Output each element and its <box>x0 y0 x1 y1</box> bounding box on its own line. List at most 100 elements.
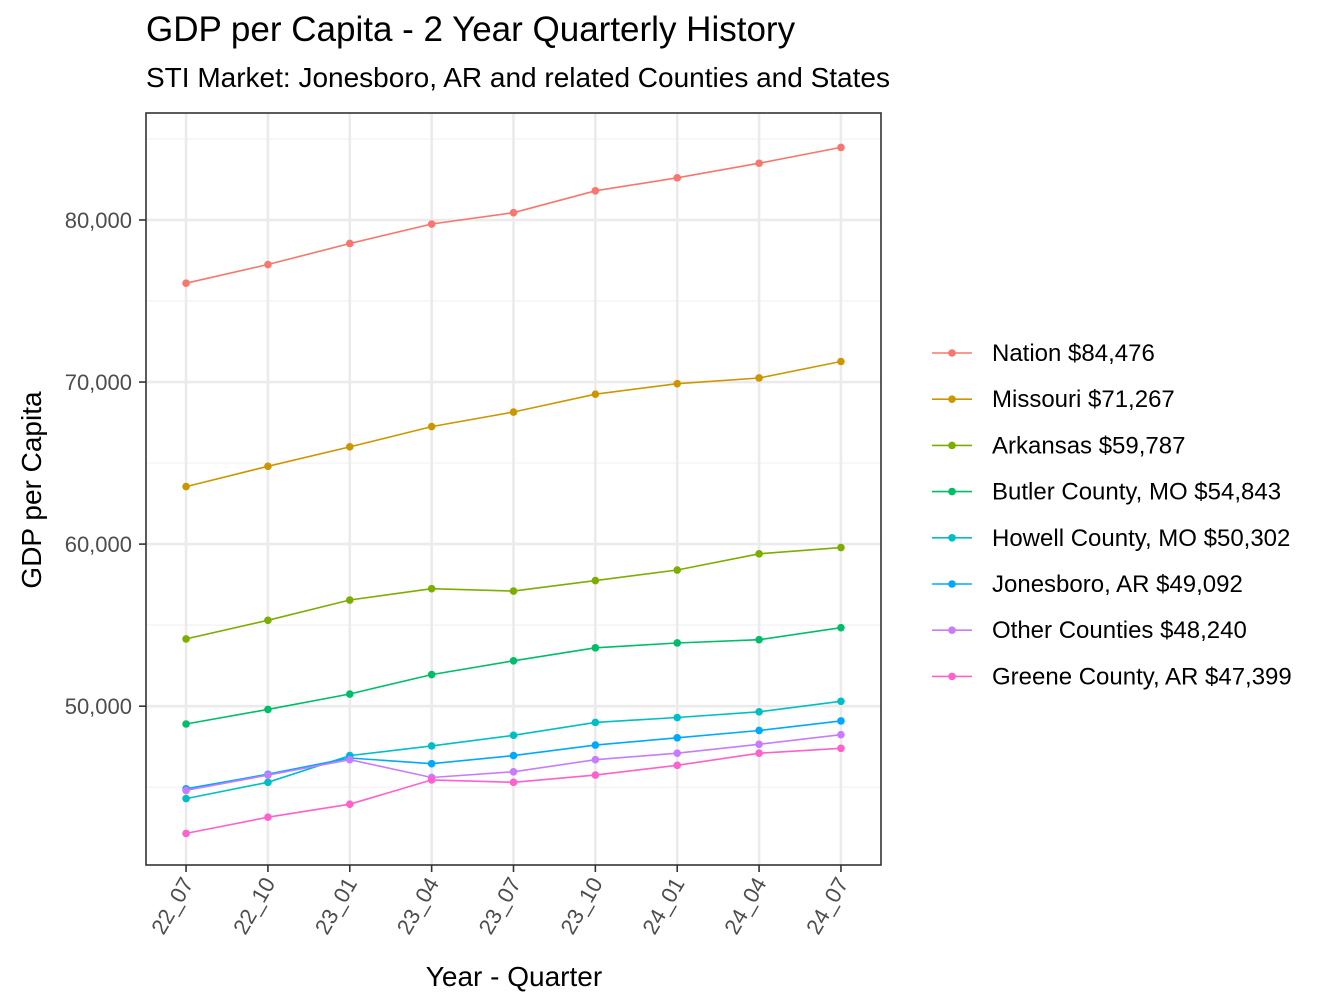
data-point <box>837 143 845 152</box>
data-point <box>427 759 436 768</box>
data-point <box>673 379 682 388</box>
data-point <box>182 786 190 795</box>
data-point <box>264 778 272 787</box>
data-point <box>182 794 190 803</box>
data-point <box>837 357 845 366</box>
y-tick-label: 80,000 <box>65 208 132 233</box>
x-tick-label: 23_07 <box>474 873 526 938</box>
x-tick-label: 22_10 <box>228 873 280 938</box>
data-point <box>427 776 436 784</box>
data-point <box>837 543 845 552</box>
data-point <box>509 408 518 416</box>
x-axis-ticks: 22_07 22_10 23_01 23_04 23_07 23_10 24_01 24_04… <box>146 865 853 938</box>
data-point <box>673 566 682 574</box>
y-axis-ticks: 50,000 60,000 70,000 80,000 <box>65 208 146 719</box>
data-point <box>509 656 518 665</box>
legend-entry-label: Other Counties $48,240 <box>992 617 1247 644</box>
data-point <box>755 749 763 757</box>
data-point <box>591 755 600 764</box>
x-tick-label: 22_07 <box>146 873 198 938</box>
x-tick-label: 23_04 <box>392 873 444 938</box>
legend-key-point <box>948 534 956 542</box>
major-gridlines <box>146 113 881 865</box>
legend-entry-label: Butler County, MO $54,843 <box>992 479 1281 506</box>
data-point <box>673 713 682 722</box>
data-point <box>837 623 845 632</box>
data-point <box>509 778 518 787</box>
data-point <box>509 768 518 776</box>
data-point <box>673 749 682 757</box>
data-point <box>591 576 600 585</box>
x-axis-title: Year - Quarter <box>426 961 602 992</box>
data-point <box>427 742 436 750</box>
data-point <box>755 635 763 644</box>
data-point <box>591 186 600 195</box>
data-point <box>264 260 272 269</box>
data-point <box>673 733 682 742</box>
legend-key-point <box>948 441 956 450</box>
chart-subtitle: STI Market: Jonesboro, AR and related Co… <box>146 62 890 93</box>
data-point <box>264 616 272 625</box>
x-tick-label: 24_04 <box>719 873 771 938</box>
data-point <box>182 279 190 287</box>
y-axis-title: GDP per Capita <box>16 391 47 589</box>
legend-entry-label: Greene County, AR $47,399 <box>992 663 1292 690</box>
data-point <box>427 584 436 593</box>
data-point <box>427 220 436 228</box>
data-point <box>345 800 354 809</box>
data-point <box>755 550 763 558</box>
data-point <box>837 697 845 706</box>
legend-entry-label: Missouri $71,267 <box>992 386 1175 413</box>
legend-key-point <box>948 349 956 357</box>
data-point <box>591 771 600 779</box>
legend-entry-label: Nation $84,476 <box>992 340 1155 367</box>
data-point <box>182 720 190 728</box>
data-point <box>345 755 354 764</box>
chart-title: GDP per Capita - 2 Year Quarterly Histor… <box>146 10 796 49</box>
data-point <box>264 771 272 779</box>
legend-key-point <box>948 580 956 588</box>
data-point <box>509 587 518 595</box>
data-point <box>755 726 763 735</box>
data-point <box>264 462 272 471</box>
data-point <box>345 596 354 604</box>
x-tick-label: 24_01 <box>637 873 689 938</box>
legend-key-point <box>948 672 956 681</box>
legend-entry-label: Jonesboro, AR $49,092 <box>992 571 1243 598</box>
data-point <box>509 208 518 217</box>
legend-entry-label: Howell County, MO $50,302 <box>992 525 1290 552</box>
data-point <box>182 482 190 491</box>
data-point <box>345 690 354 698</box>
data-point <box>755 374 763 382</box>
data-point <box>182 635 190 643</box>
data-point <box>673 761 682 770</box>
data-point <box>755 740 763 749</box>
legend-entry-label: Arkansas $59,787 <box>992 432 1185 459</box>
data-point <box>673 639 682 647</box>
data-point <box>509 731 518 740</box>
data-point <box>837 717 845 725</box>
legend: Nation $84,476 Missouri $71,267 Arkansas $… <box>932 340 1292 690</box>
data-point <box>673 174 682 182</box>
data-point <box>345 443 354 451</box>
data-point <box>755 708 763 716</box>
y-tick-label: 60,000 <box>65 532 132 557</box>
legend-key-point <box>948 487 956 496</box>
data-point <box>427 422 436 431</box>
y-tick-label: 50,000 <box>65 694 132 719</box>
x-tick-label: 23_01 <box>310 873 362 938</box>
data-point <box>264 813 272 821</box>
series-points <box>182 143 845 838</box>
data-point <box>345 239 354 248</box>
data-point <box>264 705 272 714</box>
legend-key-point <box>948 395 956 404</box>
data-point <box>755 159 763 168</box>
data-point <box>591 718 600 727</box>
y-tick-label: 70,000 <box>65 370 132 395</box>
x-tick-label: 23_10 <box>555 873 607 938</box>
x-tick-label: 24_07 <box>801 873 853 938</box>
data-point <box>591 741 600 749</box>
data-point <box>509 751 518 760</box>
data-point <box>837 744 845 753</box>
